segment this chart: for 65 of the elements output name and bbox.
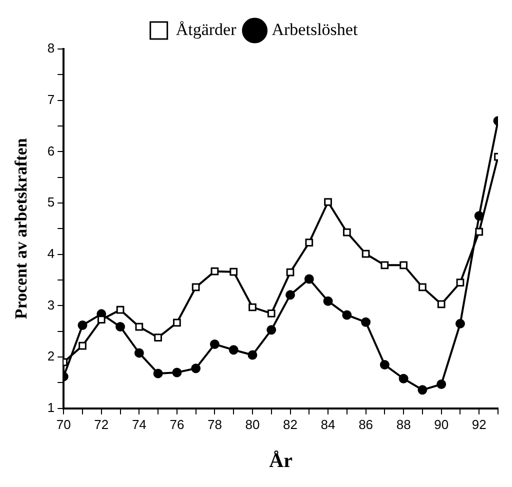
point [342,228,351,236]
point [475,228,484,236]
y-tick-label: 6 [47,143,55,158]
legend-label: Arbetslöshet [272,20,358,39]
point [134,348,144,358]
point [248,303,256,312]
point [266,325,276,335]
point [436,380,446,390]
point [362,250,370,258]
point [455,318,465,328]
point [116,306,124,314]
point [135,322,144,331]
x-tick-label: 88 [396,416,411,432]
x-tick-label: 74 [132,416,146,432]
x-tick-label: 70 [56,416,71,432]
point [400,261,408,270]
point [116,322,126,332]
point [456,278,464,287]
point [286,268,294,276]
x-tick-label: 72 [94,416,109,432]
point [380,360,390,370]
point [418,283,426,292]
point [78,342,86,350]
x-tick-label: 92 [472,416,486,432]
x-axis-title: År [269,450,293,472]
legend-label: Åtgärder [176,20,237,39]
point [380,261,389,270]
point [172,368,182,378]
y-axis-title: Procent av arbetskraften [12,138,31,320]
x-tick-label: 84 [320,416,336,432]
point [437,300,446,308]
y-tick-label: 5 [47,194,55,210]
y-tick-label: 2 [47,348,55,364]
point [305,238,314,246]
point [173,318,181,327]
x-tick-label: 76 [170,416,184,432]
point [210,339,220,349]
point [228,345,238,355]
y-tick-label: 1 [47,400,55,415]
point [398,374,408,384]
x-tick-label: 82 [283,416,298,432]
point [210,267,219,276]
x-tick-label: 80 [245,416,260,432]
point [230,268,238,276]
x-tick-label: 86 [358,416,374,432]
point [78,320,88,330]
point [267,309,276,318]
y-tick-label: 7 [47,92,55,107]
point [324,198,332,206]
point [323,296,333,306]
y-tick-label: 4 [47,246,55,261]
point [248,350,258,360]
point [342,310,352,320]
x-tick-label: 78 [207,416,222,432]
point [418,385,428,395]
point [304,274,314,284]
point [191,364,201,374]
point [286,290,296,300]
point [192,283,200,292]
point [153,368,163,378]
x-tick-label: 90 [434,416,449,432]
point [154,334,162,342]
y-tick-label: 3 [47,297,55,312]
point [361,317,371,327]
y-tick-label: 8 [47,40,55,56]
